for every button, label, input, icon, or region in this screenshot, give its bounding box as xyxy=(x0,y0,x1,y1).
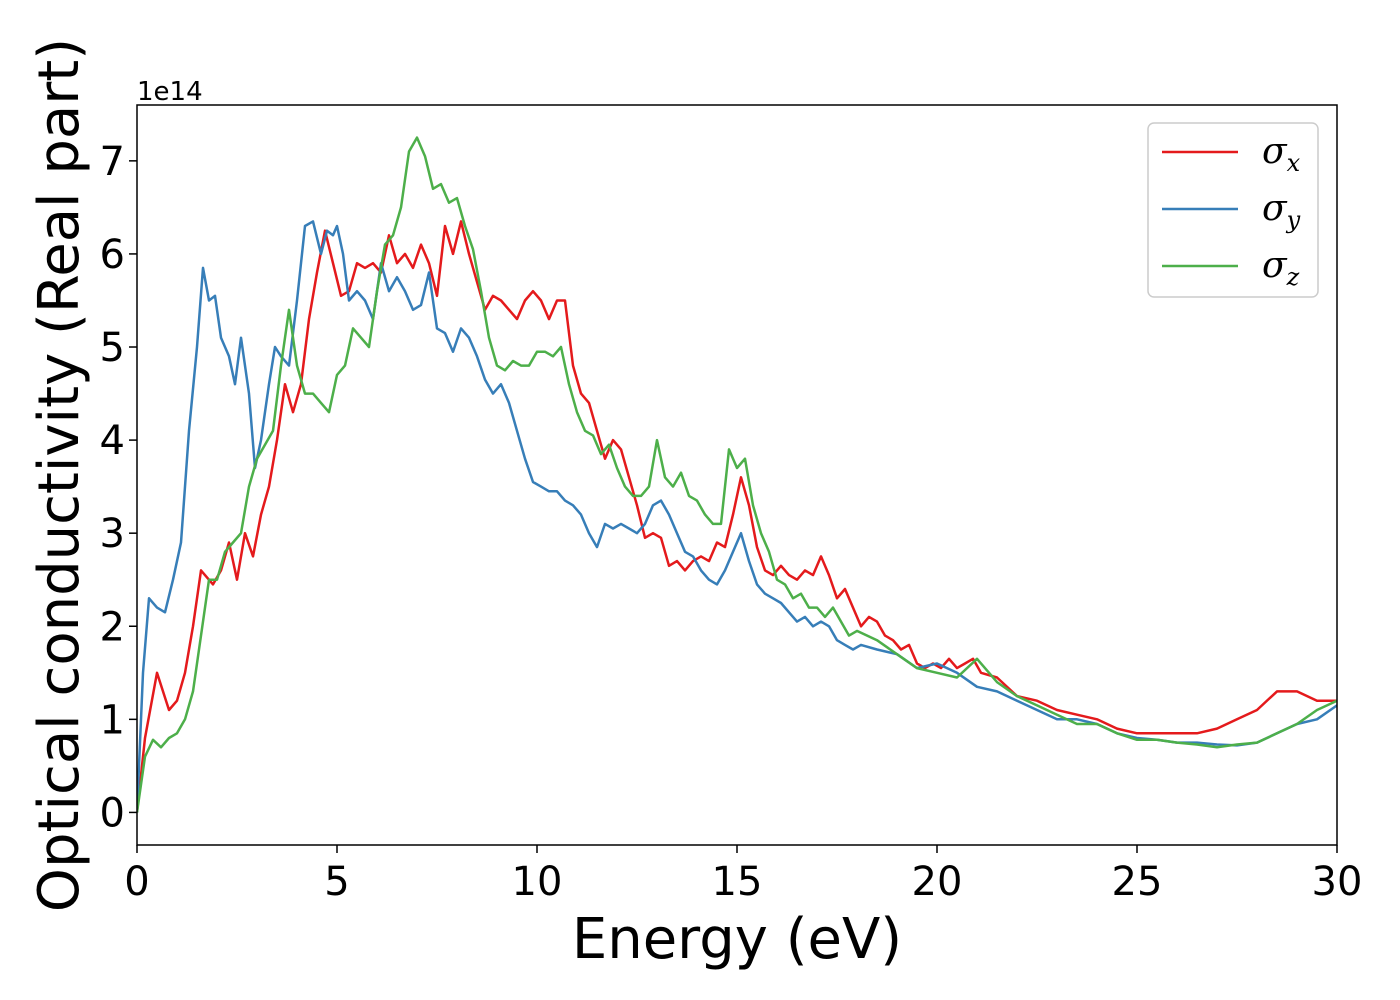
legend-subscript: y xyxy=(1286,206,1301,234)
y-tick-label: 5 xyxy=(100,325,125,371)
series-line-sigma-y xyxy=(137,220,1337,813)
x-tick-label: 20 xyxy=(912,859,963,905)
legend-symbol: σ xyxy=(1262,188,1288,229)
y-tick-label: 2 xyxy=(100,604,125,650)
y-axis-title: Optical conductivity (Real part) xyxy=(27,38,92,912)
x-tick-label: 30 xyxy=(1312,859,1363,905)
y-offset-label: 1e14 xyxy=(137,77,203,107)
y-tick-label: 0 xyxy=(100,790,125,836)
legend-label-x: σx xyxy=(1262,131,1301,177)
x-tick-label: 5 xyxy=(324,859,349,905)
y-tick-label: 7 xyxy=(100,139,125,185)
x-axis-title: Energy (eV) xyxy=(572,907,902,972)
legend-label-z: σz xyxy=(1262,245,1300,291)
ticks-layer: 0 5 10 15 20 25 30 0 1 2 3 4 5 6 7 xyxy=(100,139,1363,905)
legend-symbol: σ xyxy=(1262,245,1288,286)
series-layer xyxy=(137,136,1337,813)
x-tick-label: 0 xyxy=(124,859,149,905)
x-tick-label: 25 xyxy=(1112,859,1163,905)
legend-subscript: x xyxy=(1287,149,1301,177)
series-line-sigma-x xyxy=(137,220,1337,813)
y-tick-label: 6 xyxy=(100,232,125,278)
y-tick-label: 1 xyxy=(100,697,125,743)
series-line-sigma-z xyxy=(137,136,1337,813)
legend-symbol: σ xyxy=(1262,131,1288,172)
x-tick-label: 15 xyxy=(712,859,763,905)
legend-label-y: σy xyxy=(1262,188,1301,234)
x-tick-label: 10 xyxy=(512,859,563,905)
y-tick-label: 4 xyxy=(100,418,125,464)
legend-subscript: z xyxy=(1286,263,1300,291)
y-tick-label: 3 xyxy=(100,511,125,557)
